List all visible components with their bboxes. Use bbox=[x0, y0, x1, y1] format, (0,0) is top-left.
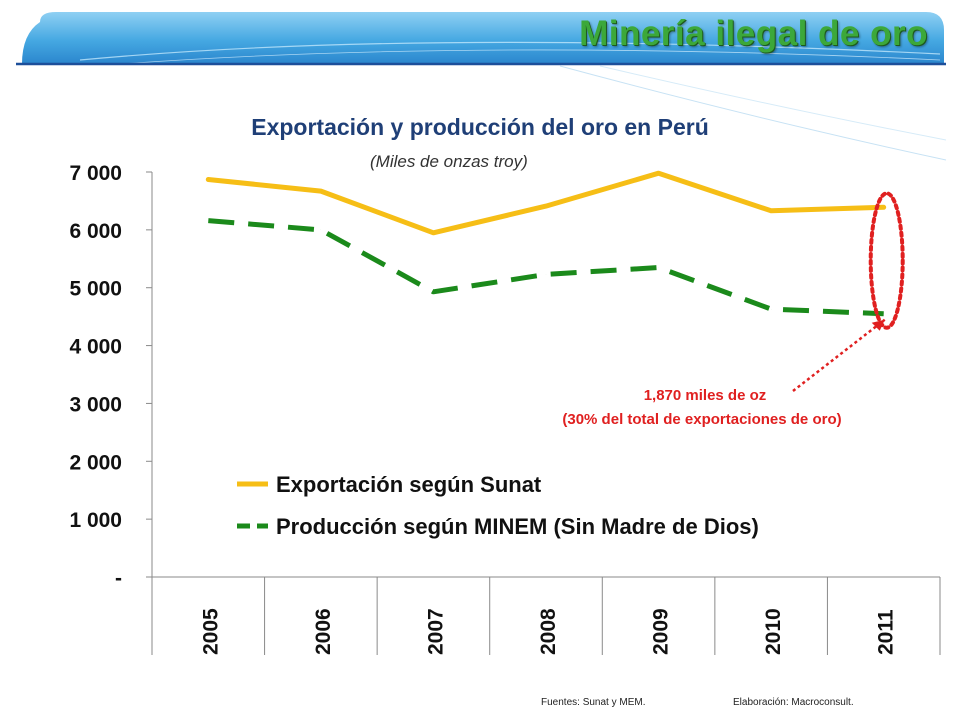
highlight-ellipse bbox=[868, 191, 905, 330]
x-tick-label: 2010 bbox=[762, 608, 785, 655]
y-tick-label: 6 000 bbox=[69, 220, 122, 243]
x-tick-label: 2006 bbox=[312, 608, 335, 655]
annotation-line-2: (30% del total de exportaciones de oro) bbox=[562, 411, 841, 428]
footer-sources: Fuentes: Sunat y MEM. bbox=[541, 697, 646, 708]
x-tick-label: 2011 bbox=[875, 609, 898, 655]
y-tick-label: 2 000 bbox=[69, 451, 122, 474]
chart-subtitle: (Miles de onzas troy) bbox=[370, 152, 528, 171]
series-line-exportacion bbox=[205, 170, 887, 236]
series-line-produccion bbox=[208, 218, 884, 317]
x-tick-label: 2009 bbox=[650, 608, 673, 655]
y-tick-label: 1 000 bbox=[69, 509, 122, 532]
annotation-arrow-line bbox=[792, 318, 886, 392]
header-banner bbox=[16, 12, 946, 66]
y-tick-label: - bbox=[115, 567, 122, 590]
legend-label: Producción según MINEM (Sin Madre de Dio… bbox=[276, 514, 759, 539]
x-tick-label: 2007 bbox=[424, 608, 447, 655]
x-tick-label: 2008 bbox=[537, 608, 560, 655]
annotation-arrowhead bbox=[871, 319, 885, 331]
y-tick-label: 4 000 bbox=[69, 336, 122, 359]
x-tick-label: 2005 bbox=[199, 608, 222, 655]
y-tick-label: 3 000 bbox=[69, 393, 122, 416]
legend-label: Exportación según Sunat bbox=[276, 472, 542, 497]
chart-title: Exportación y producción del oro en Perú bbox=[251, 114, 709, 140]
annotation-line-1: 1,870 miles de oz bbox=[644, 387, 767, 404]
footer-credit: Elaboración: Macroconsult. bbox=[733, 697, 854, 708]
y-tick-label: 5 000 bbox=[69, 278, 122, 301]
slide-title: Minería ilegal de oro bbox=[579, 14, 928, 53]
y-tick-label: 7 000 bbox=[69, 162, 122, 185]
